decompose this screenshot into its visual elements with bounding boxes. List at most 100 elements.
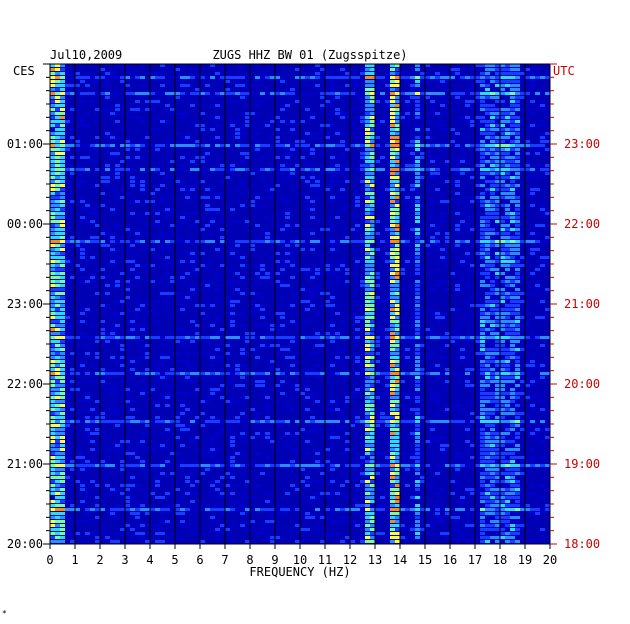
heatmap-cell [60,228,65,231]
heatmap-cell [310,188,315,191]
heatmap-cell [470,240,475,243]
heatmap-cell [490,340,495,343]
heatmap-row [50,120,545,123]
heatmap-cell [415,304,420,307]
heatmap-cell [530,460,535,463]
heatmap-cell [500,212,505,215]
heatmap-cell [480,316,485,319]
heatmap-cell [220,496,225,499]
heatmap-cell [235,400,240,403]
heatmap-cell [260,156,265,159]
heatmap-cell [450,84,455,87]
heatmap-cell [200,104,205,107]
heatmap-row [50,256,550,259]
heatmap-cell [405,360,410,363]
heatmap-cell [95,120,100,123]
heatmap-cell [390,476,395,479]
heatmap-cell [115,240,120,243]
heatmap-cell [355,392,360,395]
heatmap-cell [235,288,240,291]
heatmap-cell [250,460,255,463]
heatmap-row [50,472,525,475]
heatmap-cell [535,268,540,271]
heatmap-cell [135,484,140,487]
heatmap-cell [200,472,205,475]
heatmap-cell [330,420,335,423]
heatmap-cell [75,84,80,87]
heatmap-cell [415,216,420,219]
heatmap-cell [135,308,140,311]
heatmap-cell [140,356,145,359]
heatmap-cell [355,200,360,203]
heatmap-cell [285,176,290,179]
heatmap-cell [540,428,545,431]
heatmap-cell [60,332,65,335]
heatmap-cell [55,164,60,167]
heatmap-cell [490,456,495,459]
heatmap-cell [485,444,490,447]
heatmap-cell [245,496,250,499]
heatmap-cell [170,148,175,151]
heatmap-cell [510,228,515,231]
heatmap-cell [105,472,110,475]
heatmap-cell [370,92,375,95]
heatmap-cell [405,100,410,103]
heatmap-cell [315,508,320,511]
heatmap-cell [535,104,540,107]
heatmap-cell [195,372,200,375]
heatmap-cell [225,92,230,95]
heatmap-cell [195,328,200,331]
heatmap-cell [480,404,485,407]
heatmap-cell [160,432,165,435]
heatmap-cell [225,484,230,487]
heatmap-cell [365,356,370,359]
heatmap-cell [310,216,315,219]
heatmap-cell [385,152,390,155]
heatmap-row [50,404,550,407]
heatmap-cell [390,96,395,99]
heatmap-cell [275,92,280,95]
heatmap-cell [480,288,485,291]
heatmap-cell [170,92,175,95]
heatmap-cell [55,256,60,259]
heatmap-cell [50,488,55,491]
heatmap-cell [350,312,355,315]
heatmap-cell [390,272,395,275]
heatmap-cell [415,136,420,139]
heatmap-cell [165,248,170,251]
heatmap-cell [515,260,520,263]
heatmap-cell [370,100,375,103]
heatmap-cell [330,424,335,427]
heatmap-cell [180,404,185,407]
heatmap-cell [545,436,550,439]
heatmap-cell [300,92,305,95]
heatmap-cell [515,88,520,91]
heatmap-cell [175,464,180,467]
heatmap-cell [485,452,490,455]
heatmap-cell [520,372,525,375]
heatmap-cell [345,236,350,239]
heatmap-cell [190,364,195,367]
heatmap-cell [85,84,90,87]
heatmap-cell [120,372,125,375]
heatmap-cell [55,308,60,311]
heatmap-cell [130,484,135,487]
heatmap-cell [395,216,400,219]
heatmap-cell [155,240,160,243]
heatmap-cell [505,432,510,435]
heatmap-cell [445,160,450,163]
heatmap-cell [90,280,95,283]
heatmap-cell [540,408,545,411]
heatmap-cell [485,188,490,191]
heatmap-cell [55,280,60,283]
heatmap-cell [415,420,420,423]
heatmap-cell [85,280,90,283]
heatmap-cell [475,184,480,187]
heatmap-cell [505,132,510,135]
heatmap-cell [215,432,220,435]
heatmap-cell [465,136,470,139]
heatmap-cell [320,252,325,255]
heatmap-cell [430,176,435,179]
heatmap-cell [245,220,250,223]
heatmap-cell [125,308,130,311]
